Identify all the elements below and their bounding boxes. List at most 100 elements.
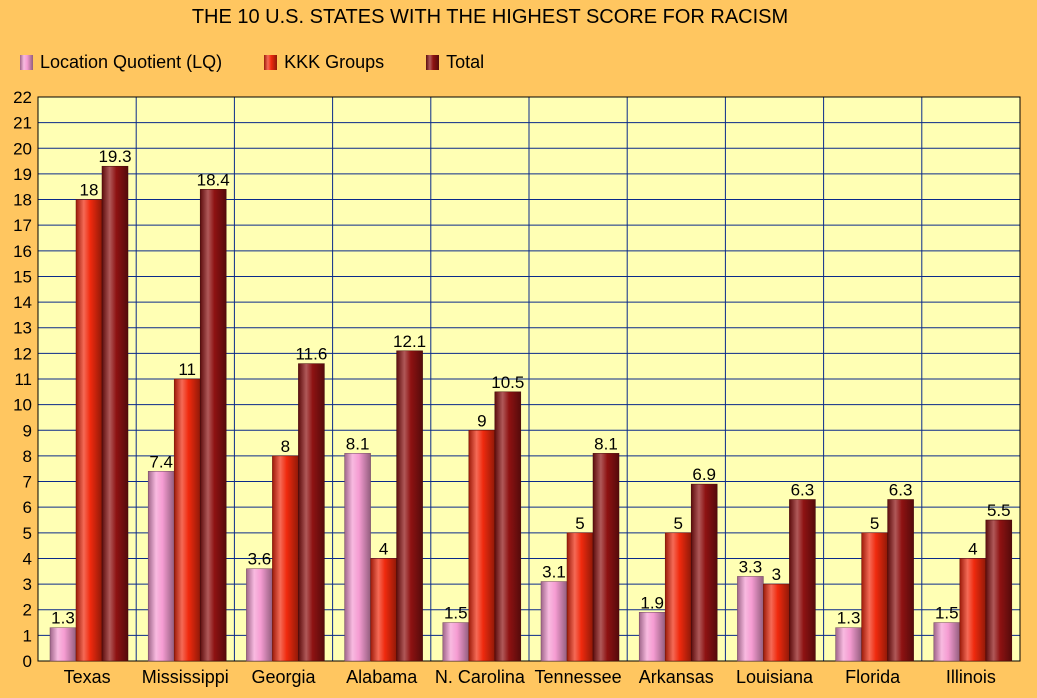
data-label: 5 [673,514,682,533]
legend-swatch-total [426,54,440,70]
chart-title: THE 10 U.S. STATES WITH THE HIGHEST SCOR… [191,6,789,28]
bar [861,532,888,662]
bar [763,583,790,662]
bar [468,430,496,662]
data-label: 18.4 [197,170,230,189]
data-label: 4 [968,539,977,558]
bar [638,612,666,662]
data-label: 4 [379,539,388,558]
y-tick-label: 9 [23,421,32,440]
legend-item-total: Total [426,52,484,73]
y-tick-label: 17 [13,216,32,235]
legend: Location Quotient (LQ) KKK Groups Total [20,50,526,74]
bar [789,499,816,662]
legend-label-total: Total [446,51,485,72]
bar [592,453,620,662]
data-label: 3.1 [542,563,566,582]
legend-swatch-lq [20,54,33,70]
y-tick-label: 3 [23,575,32,594]
y-tick-label: 19 [13,165,32,184]
x-tick-label: Georgia [251,667,316,687]
data-label: 7.4 [149,452,173,471]
y-tick-label: 4 [23,549,32,568]
data-label: 19.3 [98,147,131,166]
data-label: 1.3 [837,609,861,628]
y-tick-label: 13 [13,319,32,338]
data-label: 18 [80,181,99,200]
data-label: 6.3 [889,480,913,499]
plot-border [37,96,1021,662]
bar [566,532,594,662]
x-tick-label: Arkansas [639,667,714,687]
bar [664,532,692,662]
y-tick-label: 22 [13,88,32,107]
bar [246,568,273,662]
bar [101,165,129,662]
bar [959,558,987,662]
y-tick-label: 21 [13,114,32,133]
data-label: 3 [772,565,781,584]
y-tick-label: 15 [13,267,32,286]
data-label: 11 [178,360,196,379]
data-label: 6.9 [692,465,716,484]
y-tick-label: 20 [13,139,32,158]
data-label: 8 [281,437,290,456]
data-label: 8.1 [594,434,618,453]
y-tick-label: 16 [13,242,32,261]
y-tick-label: 5 [23,524,32,543]
bar [442,622,470,662]
x-tick-label: Tennessee [535,667,622,687]
legend-item-lq: Location Quotient (LQ) [20,52,222,73]
bar [344,453,371,662]
data-label: 1.5 [444,604,468,623]
bar [370,558,397,662]
y-tick-label: 18 [13,191,32,210]
legend-label-lq: Location Quotient (LQ) [40,51,223,72]
bar [173,378,201,662]
bar [199,189,227,662]
y-tick-label: 12 [13,344,32,363]
data-label: 1.3 [51,609,75,628]
data-label: 5.5 [987,501,1011,520]
x-tick-label: Texas [64,667,111,687]
data-label: 10.5 [491,373,524,392]
bar [933,622,961,662]
y-tick-label: 14 [13,293,32,312]
y-tick-label: 0 [23,652,32,671]
data-label: 3.3 [739,557,763,576]
bar [272,455,299,662]
y-tick-label: 7 [23,473,32,492]
x-tick-label: Alabama [346,667,418,687]
bar [147,471,175,662]
bar [835,627,862,662]
y-tick-label: 6 [23,498,32,517]
legend-label-kkk: KKK Groups [284,51,385,72]
bar [540,581,568,662]
bar [737,576,764,662]
bar [49,627,77,662]
bar [298,363,325,662]
x-tick-label: N. Carolina [435,667,526,687]
bar [396,350,423,662]
y-tick-label: 10 [13,396,32,415]
data-label: 12.1 [393,332,426,351]
y-tick-label: 11 [14,370,32,389]
bar [690,483,718,662]
bar [494,391,522,662]
x-tick-label: Louisiana [736,667,814,687]
data-label: 5 [870,514,879,533]
data-label: 8.1 [346,434,370,453]
legend-swatch-kkk [264,54,278,70]
x-tick-label: Florida [845,667,901,687]
y-tick-label: 8 [23,447,32,466]
x-tick-label: Mississippi [142,667,229,687]
data-label: 11.6 [295,345,327,364]
legend-item-kkk: KKK Groups [264,52,384,73]
bar [985,519,1013,662]
data-label: 5 [575,514,584,533]
data-label: 1.5 [935,604,959,623]
y-tick-label: 2 [23,601,32,620]
x-tick-label: Illinois [946,667,996,687]
y-tick-label: 1 [23,626,32,645]
